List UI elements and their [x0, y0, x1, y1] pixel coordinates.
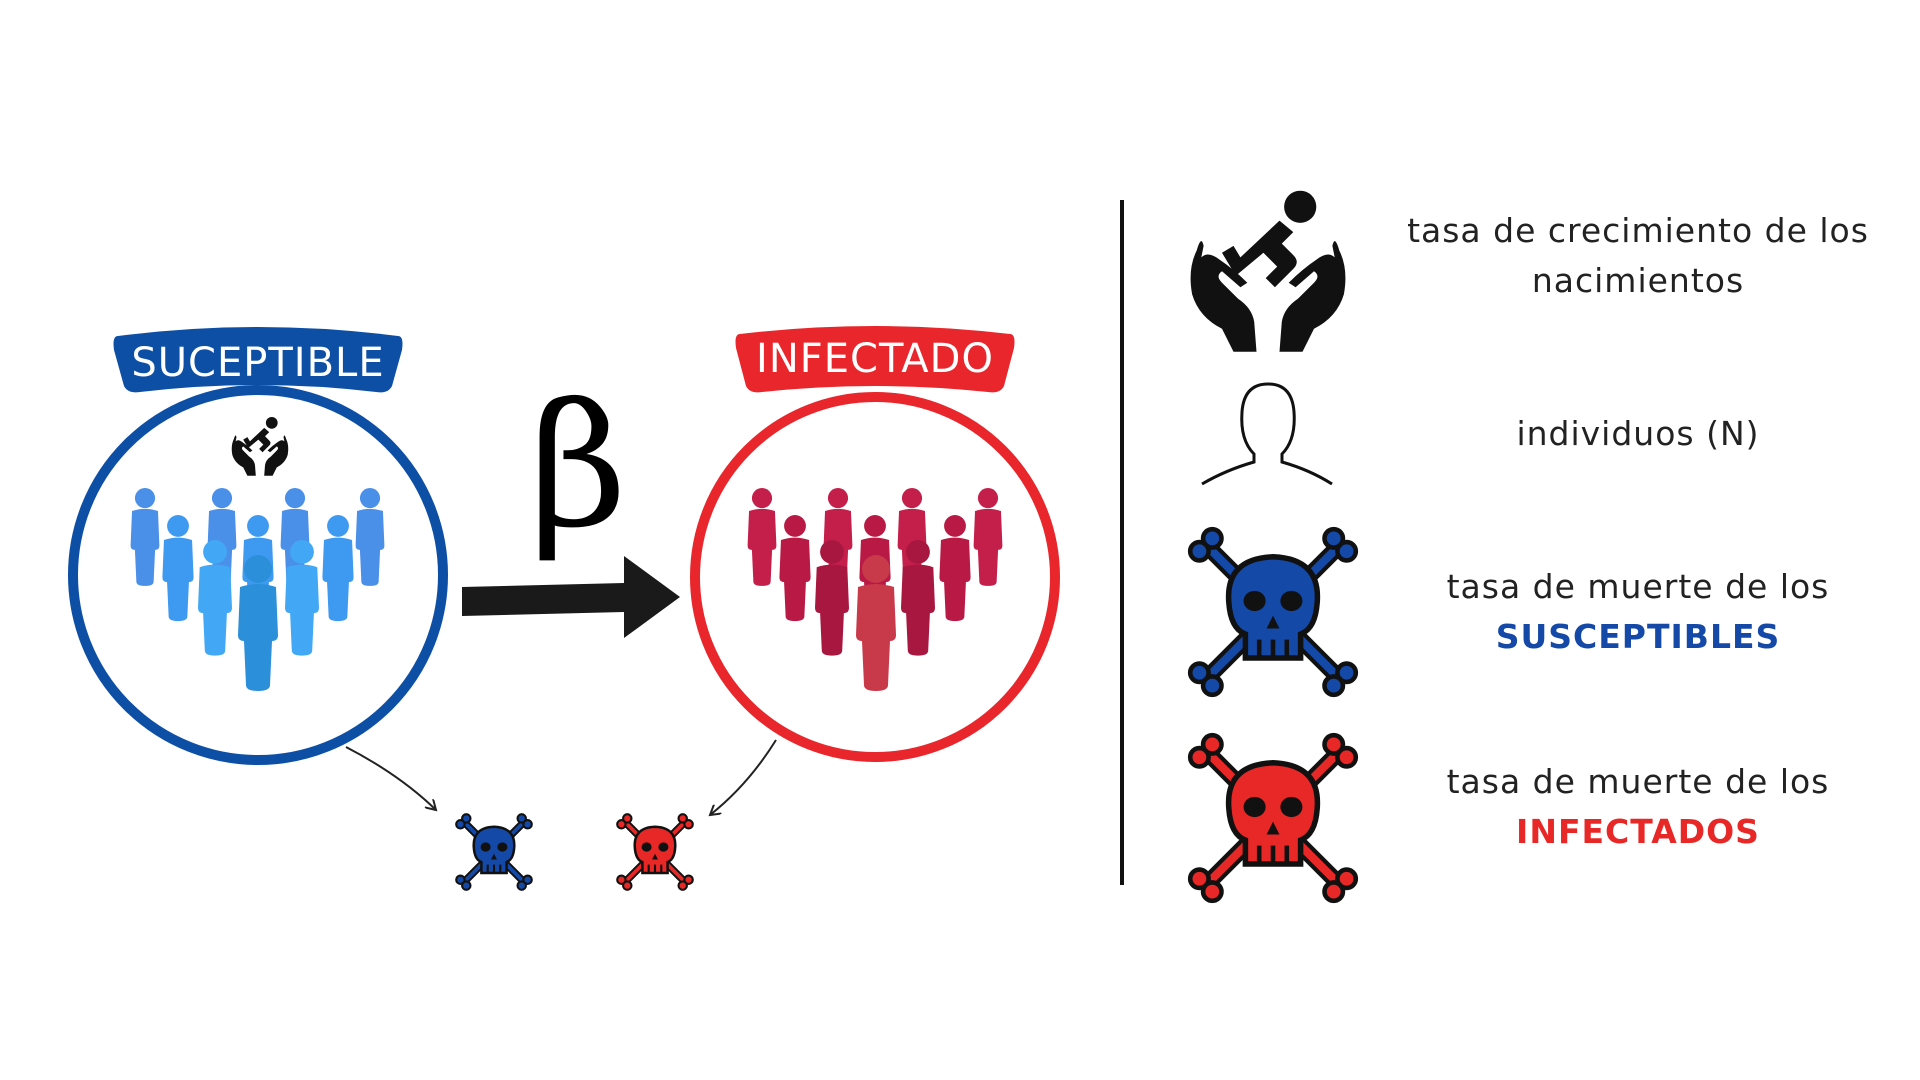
person-outline-icon: [1201, 382, 1333, 486]
infected-death-icon: [616, 813, 694, 891]
susceptible-death-icon: [455, 813, 533, 891]
legend-individuals-line: individuos (N): [1516, 414, 1760, 453]
legend-births-line1: tasa de crecimiento de los: [1407, 211, 1869, 250]
legend-death-i-text: tasa de muerte de los INFECTADOS: [1358, 757, 1918, 857]
susceptible-banner: SUCEPTIBLE: [113, 327, 403, 393]
legend-death-i-line2: INFECTADOS: [1516, 812, 1760, 851]
death-susceptible-legend-icon: [1187, 526, 1359, 698]
transmission-arrow: [462, 556, 680, 638]
infected-banner: INFECTADO: [735, 326, 1015, 393]
legend-death-s-line1: tasa de muerte de los: [1446, 567, 1830, 606]
death-infected-legend-icon: [1187, 732, 1359, 904]
legend-death-i-line1: tasa de muerte de los: [1446, 762, 1830, 801]
births-legend-icon: [1190, 190, 1346, 352]
transition-rate-beta: β: [529, 368, 627, 566]
susceptible-label: SUCEPTIBLE: [131, 340, 384, 386]
legend-births-text: tasa de crecimiento de los nacimientos: [1358, 206, 1918, 306]
legend-death-s-line2: SUSCEPTIBLES: [1495, 617, 1781, 656]
legend-individuals-text: individuos (N): [1358, 409, 1918, 459]
infected-death-arrow: [710, 739, 777, 815]
legend-death-s-text: tasa de muerte de los SUSCEPTIBLES: [1358, 562, 1918, 662]
susceptible-death-arrow: [345, 746, 436, 810]
infected-label: INFECTADO: [756, 336, 994, 382]
legend-births-line2: nacimientos: [1531, 261, 1745, 300]
